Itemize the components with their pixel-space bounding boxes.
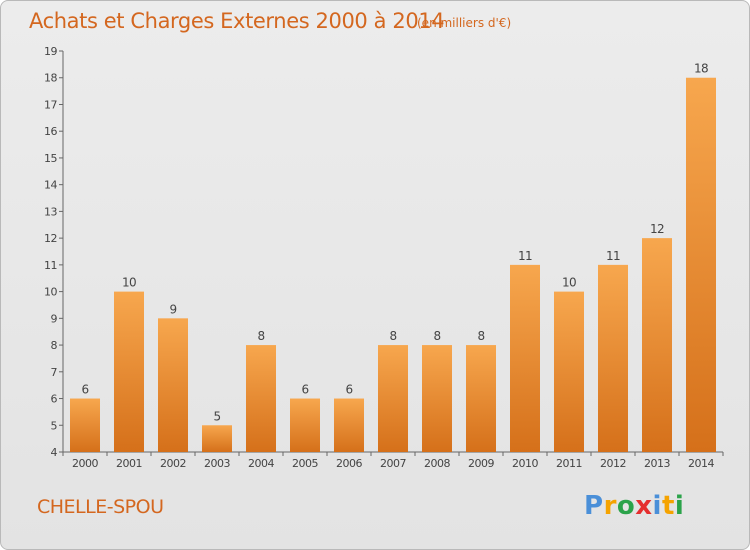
bar-2006 xyxy=(334,398,364,452)
logo-letter: t xyxy=(661,491,675,521)
logo-letter: o xyxy=(616,491,636,521)
x-tick-label: 2003 xyxy=(204,457,230,470)
data-label: 6 xyxy=(81,383,88,397)
x-tick-label: 2008 xyxy=(424,457,450,470)
y-tick-label: 7 xyxy=(51,366,58,379)
data-label: 10 xyxy=(122,276,136,290)
logo-letter: i xyxy=(674,491,685,521)
bar-2000 xyxy=(70,398,100,452)
data-label: 11 xyxy=(518,249,532,263)
y-tick-label: 16 xyxy=(44,125,57,138)
x-tick-label: 2001 xyxy=(116,457,142,470)
data-label: 6 xyxy=(345,383,352,397)
y-tick-label: 10 xyxy=(44,286,57,299)
bar-2009 xyxy=(466,345,496,452)
bar-2007 xyxy=(378,345,408,452)
y-tick-label: 18 xyxy=(44,72,57,85)
x-tick-label: 2014 xyxy=(688,457,714,470)
x-tick-label: 2000 xyxy=(72,457,98,470)
x-tick-label: 2011 xyxy=(556,457,582,470)
y-tick-label: 9 xyxy=(51,312,58,325)
bar-2011 xyxy=(554,291,584,452)
y-tick-label: 17 xyxy=(44,98,57,111)
bar-2005 xyxy=(290,398,320,452)
y-tick-label: 19 xyxy=(44,45,57,58)
bar-2012 xyxy=(598,264,628,452)
logo-letter: i xyxy=(652,491,662,521)
data-label: 12 xyxy=(650,222,664,236)
y-tick-label: 14 xyxy=(44,179,57,192)
bar-2004 xyxy=(246,345,276,452)
bar-2010 xyxy=(510,264,540,452)
x-tick-label: 2013 xyxy=(644,457,670,470)
y-tick-label: 15 xyxy=(44,152,57,165)
x-tick-label: 2002 xyxy=(160,457,186,470)
y-tick-label: 8 xyxy=(51,339,58,352)
logo-letter: P xyxy=(584,491,604,521)
y-tick-label: 12 xyxy=(44,232,57,245)
y-tick-label: 5 xyxy=(51,419,58,432)
data-labels: 6 10 9 5 8 6 6 8 8 8 11 10 11 12 18 xyxy=(81,62,708,424)
x-tick-label: 2009 xyxy=(468,457,494,470)
logo-letter: r xyxy=(603,491,617,521)
y-tick-label: 11 xyxy=(44,259,57,272)
axes: 4 5 6 7 8 9 10 11 12 13 14 15 16 17 18 19 2000 2001 2002 20… xyxy=(44,45,724,470)
y-tick-label: 13 xyxy=(44,205,57,218)
data-label: 10 xyxy=(562,276,576,290)
data-label: 8 xyxy=(433,329,440,343)
data-label: 11 xyxy=(606,249,620,263)
bar-2003 xyxy=(202,425,232,452)
logo-letter: x xyxy=(635,491,653,521)
data-label: 8 xyxy=(477,329,484,343)
x-tick-label: 2006 xyxy=(336,457,362,470)
data-label: 6 xyxy=(301,383,308,397)
bar-2002 xyxy=(158,318,188,452)
bars xyxy=(70,77,716,452)
bar-2014 xyxy=(686,77,716,452)
data-label: 5 xyxy=(213,409,220,423)
data-label: 9 xyxy=(169,302,176,316)
x-tick-label: 2007 xyxy=(380,457,406,470)
proxiti-logo: Proxiti xyxy=(584,491,684,521)
data-label: 8 xyxy=(389,329,396,343)
bar-2001 xyxy=(114,291,144,452)
x-tick-label: 2012 xyxy=(600,457,626,470)
x-tick-label: 2005 xyxy=(292,457,318,470)
chart-unit: (en milliers d'€) xyxy=(417,16,512,30)
place-name: CHELLE-SPOU xyxy=(37,496,164,518)
bar-2013 xyxy=(642,238,672,452)
y-tick-label: 4 xyxy=(51,446,58,459)
chart-title: Achats et Charges Externes 2000 à 2014 xyxy=(29,9,445,33)
bar-2008 xyxy=(422,345,452,452)
x-tick-label: 2010 xyxy=(512,457,538,470)
y-tick-label: 6 xyxy=(51,393,58,406)
x-tick-label: 2004 xyxy=(248,457,274,470)
data-label: 18 xyxy=(694,62,708,76)
data-label: 8 xyxy=(257,329,264,343)
